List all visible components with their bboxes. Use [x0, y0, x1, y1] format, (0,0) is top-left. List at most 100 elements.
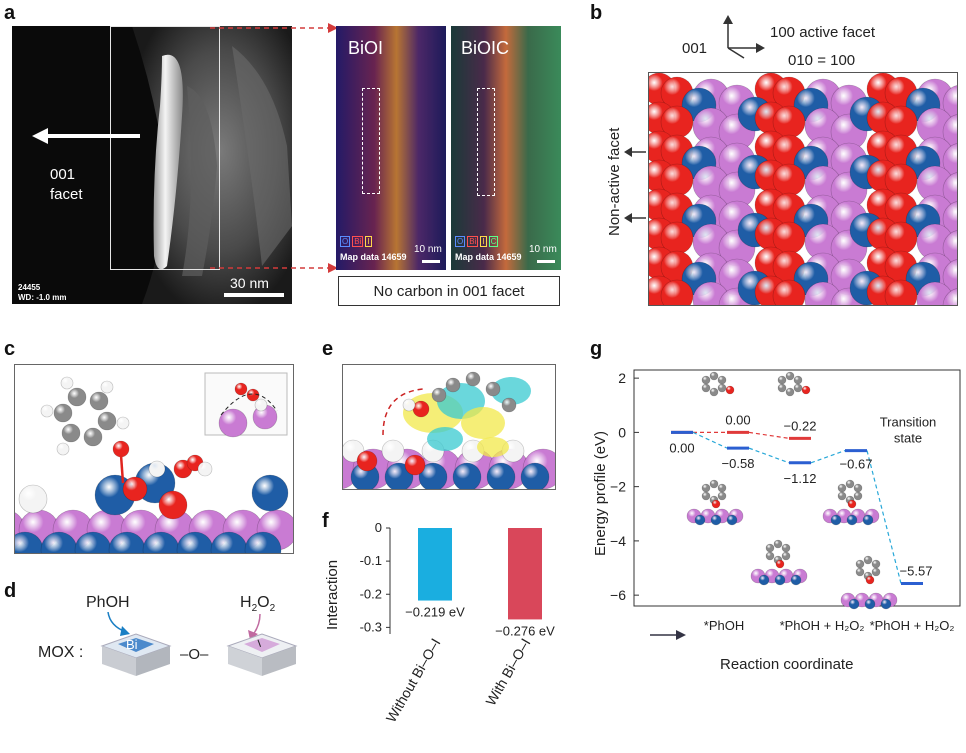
- g-ytick-label: −4: [610, 533, 626, 549]
- oxygen-atom: [404, 454, 426, 476]
- carbon-atom: [61, 423, 81, 443]
- g-xarrow: [650, 630, 686, 640]
- g-xtick-label: *PhOH: [704, 618, 744, 633]
- energy-profile-chart: 2 0 −2 −4 −6 *PhOH *PhOH + H₂O₂ *PhOH + H₂O₂ 0.0…: [610, 369, 961, 633]
- oxygen-atom: [884, 279, 918, 305]
- carbon-atom: [709, 387, 719, 397]
- hydrogen-atom: [40, 404, 54, 418]
- legend-i: I: [480, 236, 487, 247]
- bi-block-label: Bi: [126, 637, 138, 652]
- g-frame: [633, 369, 961, 607]
- g-ts-label: Transition: [880, 415, 937, 430]
- carbon-atom: [717, 383, 727, 393]
- carbon-atom: [89, 391, 109, 411]
- map1-title: BiOI: [348, 38, 384, 58]
- phoh-label: PhOH: [86, 594, 130, 611]
- h2o2-sub2: 2: [269, 603, 276, 615]
- oxygen-atom: [847, 499, 857, 509]
- hydrogen-atom: [100, 380, 114, 394]
- phoh-pointer: [107, 612, 130, 636]
- f-ytick-label: -0.1: [360, 553, 382, 568]
- i-block: [226, 633, 298, 676]
- legend-o: O: [340, 236, 351, 247]
- iodine-atom: [942, 143, 957, 179]
- bismuth-atom: [726, 514, 738, 526]
- carbon-atom: [53, 403, 73, 423]
- bismuth-atom: [418, 462, 448, 489]
- bismuth-atom: [848, 598, 860, 610]
- g-level-label: −0.67: [840, 457, 873, 472]
- oxygen-atom: [112, 440, 130, 458]
- carbon-atom: [855, 559, 865, 569]
- bismuth-atom: [710, 514, 722, 526]
- carbon-atom: [785, 371, 795, 381]
- carbon-atom: [709, 479, 719, 489]
- g-blue-connector: [692, 431, 728, 449]
- carbon-atom: [717, 375, 727, 385]
- g-ytick-label: 2: [618, 370, 626, 386]
- non-active-facet-label: Non-active facet: [606, 127, 623, 236]
- panel-label-d: d: [4, 580, 17, 602]
- sem-scale-bar: [224, 293, 284, 297]
- iodine-atom: [218, 408, 248, 438]
- molecule-thumbnail: [777, 371, 811, 397]
- g-ytick-label: −2: [610, 479, 626, 495]
- g-blue-connector: [866, 450, 902, 584]
- charge-density-e: [342, 364, 556, 490]
- molecule-thumbnail: [840, 555, 898, 610]
- f-value-label: −0.219 eV: [405, 605, 465, 620]
- crystal-model: [648, 72, 958, 306]
- h2o2-o: O: [257, 594, 270, 611]
- h2o2-h: H: [240, 594, 252, 611]
- oxygen-atom: [234, 382, 248, 396]
- carbon-atom: [97, 411, 117, 431]
- sem-texture: [12, 26, 292, 304]
- h2o2-sub1: 2: [251, 603, 258, 615]
- carbon-atom: [793, 375, 803, 385]
- hydrogen-atom: [381, 439, 405, 463]
- charge-lobe: [427, 427, 463, 451]
- oxygen-atom: [660, 279, 694, 305]
- map1-legend: O Bi I: [340, 236, 372, 247]
- bismuth-atom: [244, 531, 282, 553]
- bismuth-atom: [486, 462, 516, 489]
- bismuth-atom: [774, 574, 786, 586]
- oxygen-atom: [122, 476, 148, 502]
- carbon-atom: [67, 387, 87, 407]
- hydrogen-atom: [148, 460, 166, 478]
- crystal-atoms: [649, 73, 957, 305]
- legend-o: O: [455, 236, 466, 247]
- map2-scale-label: 10 nm: [529, 244, 557, 255]
- facet-arrow: [32, 128, 140, 144]
- g-level-label: 0.00: [725, 412, 750, 427]
- hydrogen-atom: [56, 442, 70, 456]
- carbon-atom: [781, 543, 791, 553]
- oxygen-atom: [356, 450, 378, 472]
- iodine-atom: [942, 259, 957, 295]
- map1-scale-bar: [422, 260, 440, 263]
- eds-map-bioi: BiOI O Bi I Map data 14659 10 nm: [336, 26, 446, 270]
- carbon-atom: [793, 383, 803, 393]
- carbon-atom: [701, 491, 711, 501]
- g-ylabel: Energy profile (eV): [592, 430, 609, 556]
- carbon-atom: [83, 427, 103, 447]
- carbon-atom: [701, 375, 711, 385]
- axis-100-label: 100 active facet: [770, 24, 876, 41]
- f-category-label: With Bi–O–I: [482, 636, 533, 709]
- charge-lobe: [491, 377, 531, 405]
- bismuth-atom: [880, 598, 892, 610]
- oxygen-atom: [711, 499, 721, 509]
- f-ytick-label: -0.2: [360, 586, 382, 601]
- carbon-atom: [765, 551, 775, 561]
- carbon-atom: [777, 383, 787, 393]
- g-level-label: −5.57: [900, 563, 933, 578]
- bismuth-atom: [862, 514, 874, 526]
- oxygen-atom: [772, 279, 806, 305]
- mox-label: MOX :: [38, 644, 84, 661]
- g-blue-connector: [810, 450, 846, 464]
- carbon-atom: [701, 383, 711, 393]
- carbon-atom: [717, 483, 727, 493]
- iodine-atom: [942, 85, 957, 121]
- link-label: –O–: [180, 646, 209, 663]
- hydrogen-atom: [18, 484, 48, 514]
